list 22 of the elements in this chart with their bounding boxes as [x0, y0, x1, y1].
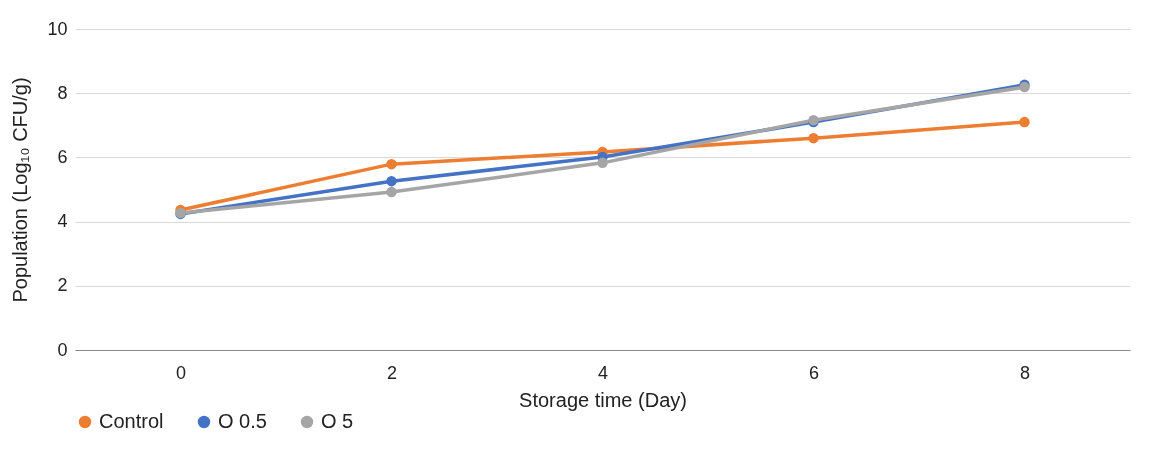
- x-tick-label: 0: [175, 362, 187, 383]
- legend-label: Control: [99, 410, 164, 432]
- y-tick-label: 8: [57, 82, 68, 103]
- x-axis-title: Storage time (Day): [519, 388, 687, 411]
- legend-label: O 0.5: [218, 410, 267, 432]
- x-tick-label: 2: [386, 362, 398, 383]
- point: [386, 158, 397, 170]
- legend-label: O 5: [321, 410, 354, 432]
- y-tick-label: 2: [57, 275, 68, 296]
- x-tick-label: 6: [808, 362, 820, 383]
- point: [1019, 116, 1030, 128]
- y-axis-title: Population (Log₁₀ CFU/g): [9, 77, 32, 303]
- point: [386, 175, 397, 187]
- x-tick-label: 4: [597, 362, 609, 383]
- y-tick-label: 4: [57, 211, 68, 232]
- point: [808, 132, 819, 144]
- x-tick-label: 8: [1019, 362, 1031, 383]
- y-tick-label: 10: [47, 18, 68, 39]
- point: [386, 186, 397, 198]
- y-tick-label: 0: [57, 339, 68, 360]
- y-tick-label: 6: [57, 146, 68, 167]
- point: [597, 157, 608, 169]
